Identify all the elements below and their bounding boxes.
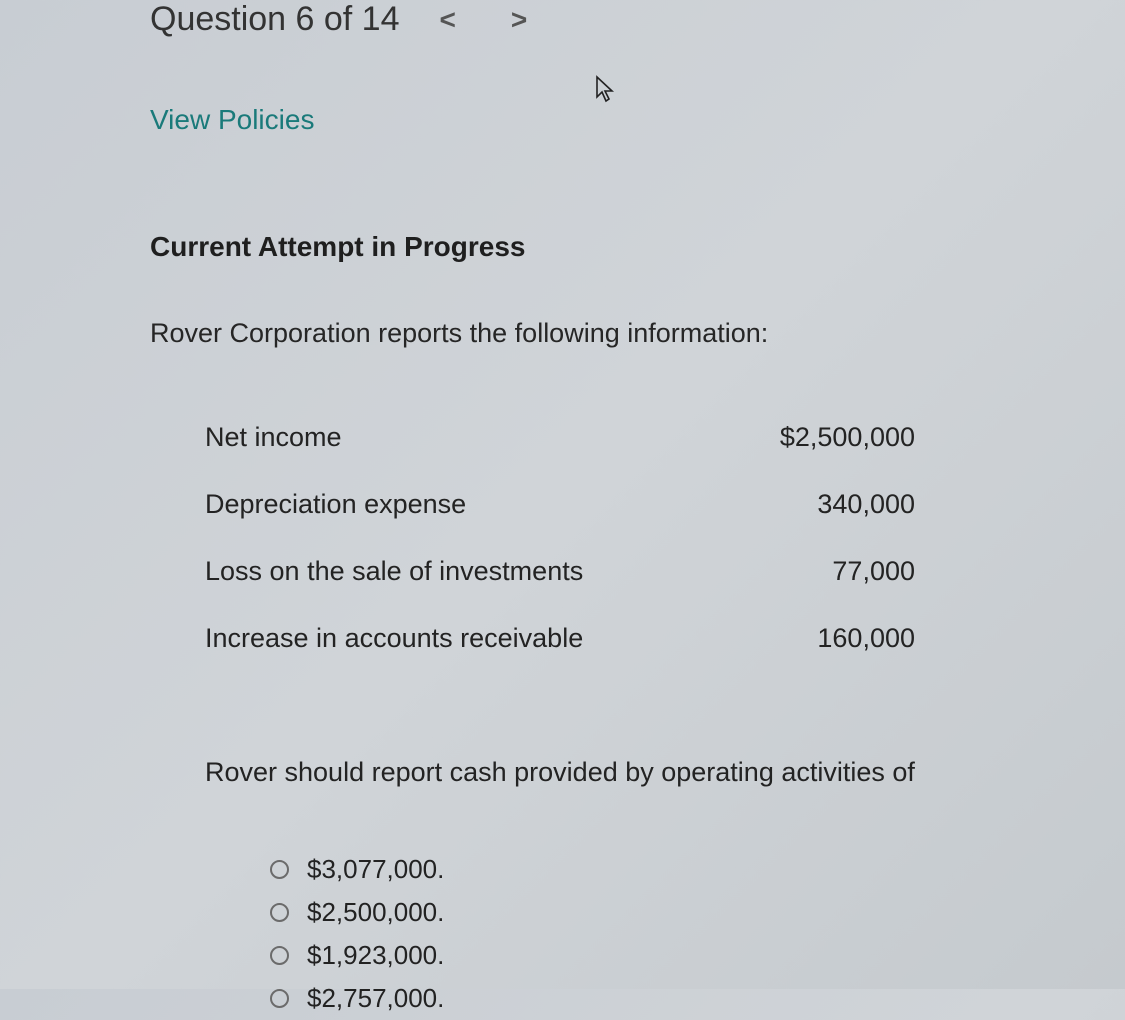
table-row: Net income $2,500,000	[205, 404, 915, 471]
prev-question-button[interactable]: <	[440, 4, 456, 36]
row-value: 77,000	[735, 556, 915, 587]
row-label: Net income	[205, 422, 735, 453]
row-value: 340,000	[735, 489, 915, 520]
option-a[interactable]: $3,077,000.	[270, 848, 1125, 891]
row-label: Increase in accounts receivable	[205, 623, 735, 654]
prompt-text: Rover Corporation reports the following …	[150, 318, 1125, 349]
answer-options: $3,077,000. $2,500,000. $1,923,000. $2,7…	[270, 848, 1125, 1020]
table-row: Loss on the sale of investments 77,000	[205, 538, 915, 605]
cursor-icon	[595, 75, 617, 110]
row-value: $2,500,000	[735, 422, 915, 453]
radio-icon	[270, 860, 289, 879]
table-row: Depreciation expense 340,000	[205, 471, 915, 538]
question-counter: Question 6 of 14	[150, 0, 400, 39]
radio-icon	[270, 903, 289, 922]
radio-icon	[270, 946, 289, 965]
view-policies-link[interactable]: View Policies	[150, 104, 314, 136]
question-text: Rover should report cash provided by ope…	[205, 757, 1125, 788]
radio-icon	[270, 989, 289, 1008]
table-row: Increase in accounts receivable 160,000	[205, 605, 915, 672]
next-question-button[interactable]: >	[511, 4, 527, 36]
row-label: Loss on the sale of investments	[205, 556, 735, 587]
option-b[interactable]: $2,500,000.	[270, 891, 1125, 934]
option-label: $2,500,000.	[307, 897, 444, 928]
option-label: $2,757,000.	[307, 983, 444, 1014]
option-c[interactable]: $1,923,000.	[270, 934, 1125, 977]
financial-table: Net income $2,500,000 Depreciation expen…	[205, 404, 915, 672]
option-label: $3,077,000.	[307, 854, 444, 885]
option-label: $1,923,000.	[307, 940, 444, 971]
option-d[interactable]: $2,757,000.	[270, 977, 1125, 1020]
row-value: 160,000	[735, 623, 915, 654]
row-label: Depreciation expense	[205, 489, 735, 520]
attempt-heading: Current Attempt in Progress	[150, 231, 1125, 263]
